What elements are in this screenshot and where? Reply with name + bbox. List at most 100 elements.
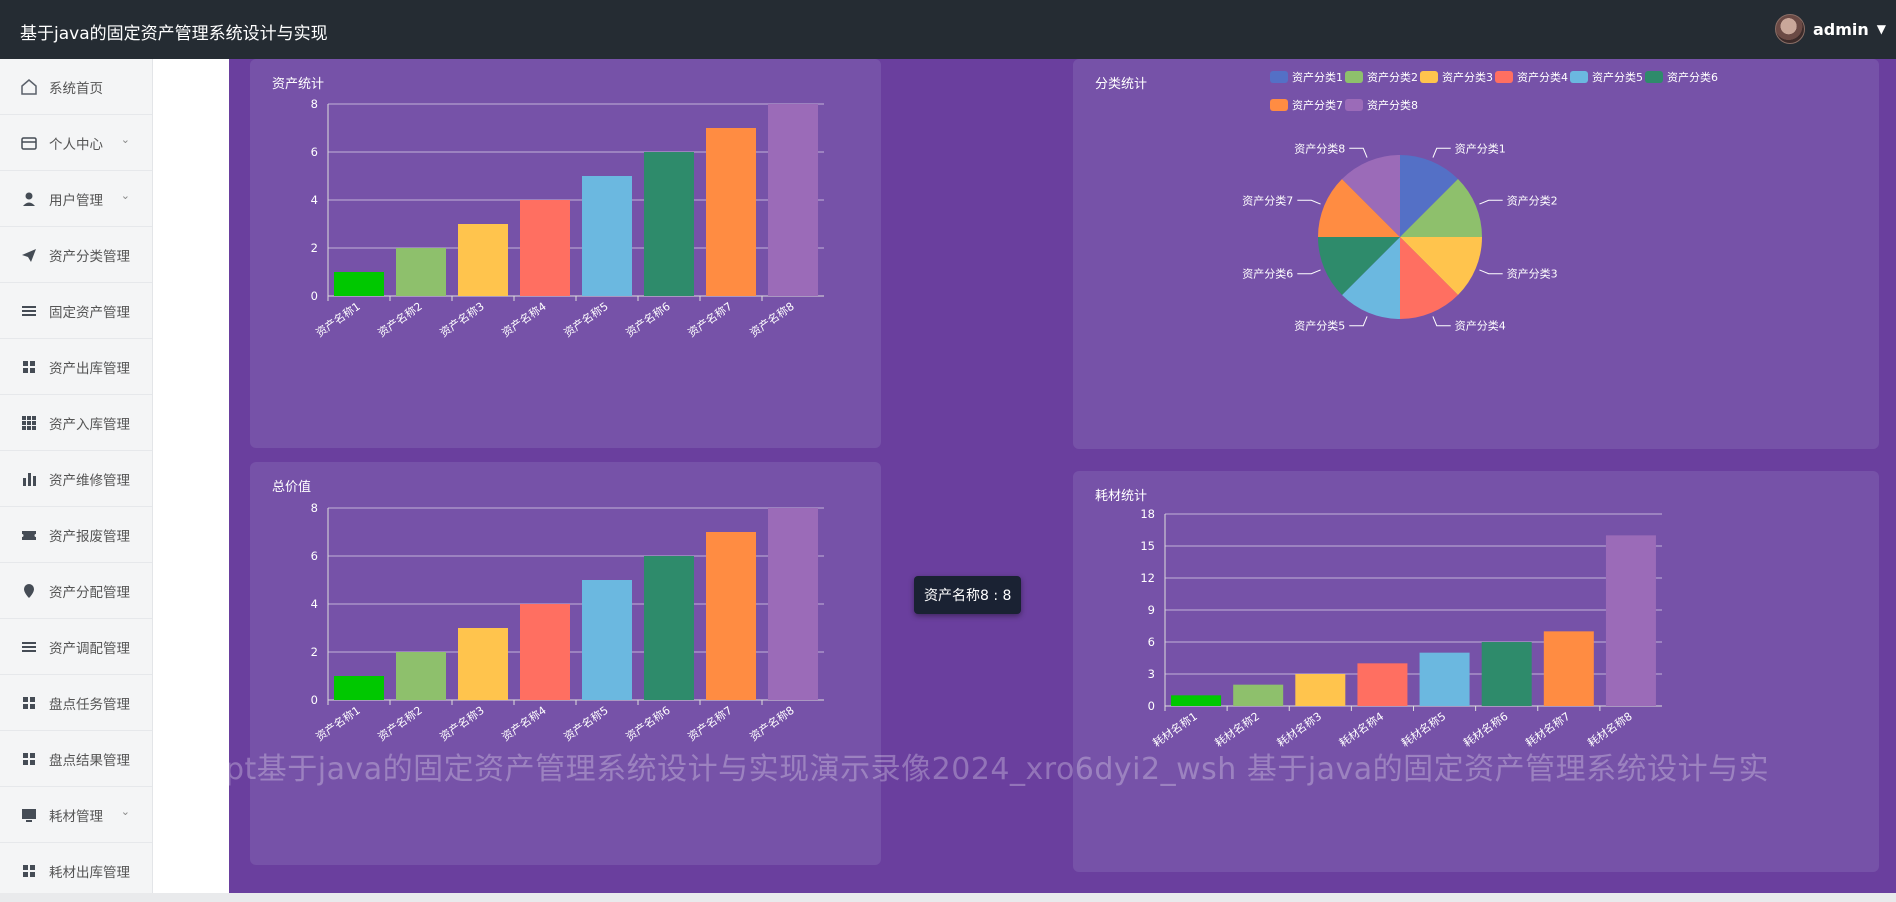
card-title: 分类统计: [1095, 77, 1148, 92]
list-icon: [20, 638, 38, 656]
caret-down-icon[interactable]: ▼: [1876, 22, 1886, 36]
bar: [458, 628, 508, 700]
app-title: 基于java的固定资产管理系统设计与实现: [20, 24, 328, 44]
pie-slice: [1342, 237, 1400, 319]
x-tick-label: 资产名称4: [499, 703, 549, 744]
legend-swatch: [1270, 71, 1288, 83]
x-tick-label: 资产名称4: [499, 299, 549, 340]
x-tick-label: 资产名称8: [747, 703, 797, 744]
pie-label: 资产分类4: [1455, 319, 1506, 333]
sidebar-item[interactable]: 系统首页: [0, 59, 152, 115]
bar-chart-icon: [20, 470, 38, 488]
horizontal-scrollbar[interactable]: [0, 893, 1896, 902]
sidebar-item[interactable]: 资产分配管理: [0, 563, 152, 619]
sidebar-item-label: 耗材出库管理: [49, 864, 130, 881]
category-stats-chart: 资产分类1 资产分类2 资产分类3 资产分类4 资产分类5 资产分类6 资产分类7 资产分类8…: [1242, 70, 1718, 333]
legend-label: 资产分类2: [1367, 70, 1418, 84]
video-watermark: pt基于java的固定资产管理系统设计与实现演示录像2024_xro6dyi2_…: [225, 752, 1770, 787]
sidebar-item-label: 资产报废管理: [49, 528, 130, 545]
x-tick-label: 资产名称5: [561, 299, 611, 340]
grid-icon: [20, 750, 38, 768]
paper-plane-icon: [20, 246, 38, 264]
consumable-stats-card: 耗材统计 0 3 6 9 12 15 18 耗材名称1 耗材名称2 耗材名称3 耗材名称4 耗材名称5…: [1073, 471, 1879, 872]
legend-label: 资产分类7: [1292, 98, 1343, 112]
sidebar-item[interactable]: 个人中心 ⌄: [0, 115, 152, 171]
grid-icon: [20, 862, 38, 880]
grid-icon: [20, 358, 38, 376]
total-value-card: 总价值 0 2 4 6 8 资产名称1 资产名称2 资产名称3 资产名称4 资产名称5 资产名称6 资…: [250, 462, 881, 865]
sidebar-item[interactable]: 盘点结果管理: [0, 731, 152, 787]
sidebar-item-label: 耗材管理: [49, 808, 103, 825]
legend-swatch: [1645, 71, 1663, 83]
bar: [1357, 663, 1408, 706]
x-tick-label: 资产名称8: [747, 299, 797, 340]
sidebar-item[interactable]: 资产入库管理: [0, 395, 152, 451]
dashboard-area: 资产统计 0 2 4 6 8 资产名称1 资产名称2 资产名称3 资产名称4 资产名称5 资产名称6…: [229, 59, 1896, 893]
avatar[interactable]: [1774, 14, 1805, 44]
pie-slice: [1400, 237, 1458, 319]
x-tick-label: 资产名称2: [375, 703, 425, 744]
chevron-down-icon[interactable]: ⌄: [120, 133, 130, 146]
sidebar-item[interactable]: 盘点任务管理: [0, 675, 152, 731]
pie-label: 资产分类3: [1507, 267, 1558, 281]
bar: [1605, 535, 1656, 706]
bar: [1233, 684, 1284, 706]
bar: [768, 104, 818, 296]
sidebar-item-label: 盘点任务管理: [49, 696, 130, 713]
sidebar-item[interactable]: 用户管理 ⌄: [0, 171, 152, 227]
bar: [706, 532, 756, 700]
user-menu[interactable]: admin ▼: [1774, 14, 1886, 44]
sidebar-item[interactable]: 资产维修管理: [0, 451, 152, 507]
sidebar-item[interactable]: 耗材出库管理: [0, 843, 152, 899]
card-title: 耗材统计: [1095, 489, 1148, 504]
x-tick-label: 资产名称7: [685, 299, 735, 340]
sidebar-item-label: 系统首页: [49, 80, 103, 97]
bar: [1543, 631, 1594, 706]
pie-label: 资产分类6: [1242, 267, 1293, 281]
legend-label: 资产分类8: [1367, 98, 1418, 112]
chevron-down-icon[interactable]: ⌄: [120, 189, 130, 202]
home-icon: [20, 78, 38, 96]
legend-swatch: [1495, 71, 1513, 83]
asset-stats-card: 资产统计 0 2 4 6 8 资产名称1 资产名称2 资产名称3 资产名称4 资产名称5 资产名称6…: [250, 59, 881, 448]
pie-leader-line: [1479, 199, 1503, 205]
sidebar-item[interactable]: 固定资产管理: [0, 283, 152, 339]
pie-label: 资产分类1: [1455, 141, 1506, 155]
pie-leader-line: [1297, 199, 1321, 205]
chart-tooltip: 资产名称8 : 8: [914, 576, 1022, 614]
pie-slice: [1318, 179, 1400, 237]
sidebar-item[interactable]: 资产出库管理: [0, 339, 152, 395]
sidebar-item-label: 用户管理: [49, 192, 103, 209]
legend-label: 资产分类3: [1442, 70, 1493, 84]
bar: [1171, 695, 1222, 706]
pie-label: 资产分类8: [1294, 141, 1345, 155]
pie-slice: [1342, 155, 1400, 237]
y-tick-label: 6: [1148, 635, 1155, 649]
legend-label: 资产分类5: [1592, 70, 1643, 84]
asset-stats-chart: 0 2 4 6 8 资产名称1 资产名称2 资产名称3 资产名称4 资产名称5 资产名称6 资产名称7…: [311, 97, 824, 340]
y-tick-label: 8: [311, 501, 318, 515]
x-tick-label: 资产名称6: [623, 703, 673, 744]
x-tick-label: 资产名称7: [685, 703, 735, 744]
pie-slice: [1400, 179, 1482, 237]
user-name[interactable]: admin: [1812, 19, 1869, 39]
x-tick-label: 资产名称1: [313, 703, 363, 744]
chevron-down-icon[interactable]: ⌄: [120, 805, 130, 818]
pie-leader-line: [1349, 316, 1368, 327]
y-tick-label: 2: [311, 241, 318, 255]
pie-leader-line: [1297, 269, 1321, 275]
sidebar-item-label: 资产调配管理: [49, 640, 130, 657]
y-tick-label: 2: [311, 645, 318, 659]
sidebar-item[interactable]: 耗材管理 ⌄: [0, 787, 152, 843]
sidebar-item[interactable]: 资产报废管理: [0, 507, 152, 563]
sidebar-item[interactable]: 资产调配管理: [0, 619, 152, 675]
bar: [396, 652, 446, 700]
sidebar-item[interactable]: 资产分类管理: [0, 227, 152, 283]
bar: [1295, 674, 1346, 706]
x-tick-label: 资产名称2: [375, 299, 425, 340]
y-tick-label: 4: [311, 193, 318, 207]
pie-slice: [1400, 155, 1458, 237]
card-icon: [20, 134, 38, 152]
sidebar-item-label: 个人中心: [49, 136, 103, 153]
